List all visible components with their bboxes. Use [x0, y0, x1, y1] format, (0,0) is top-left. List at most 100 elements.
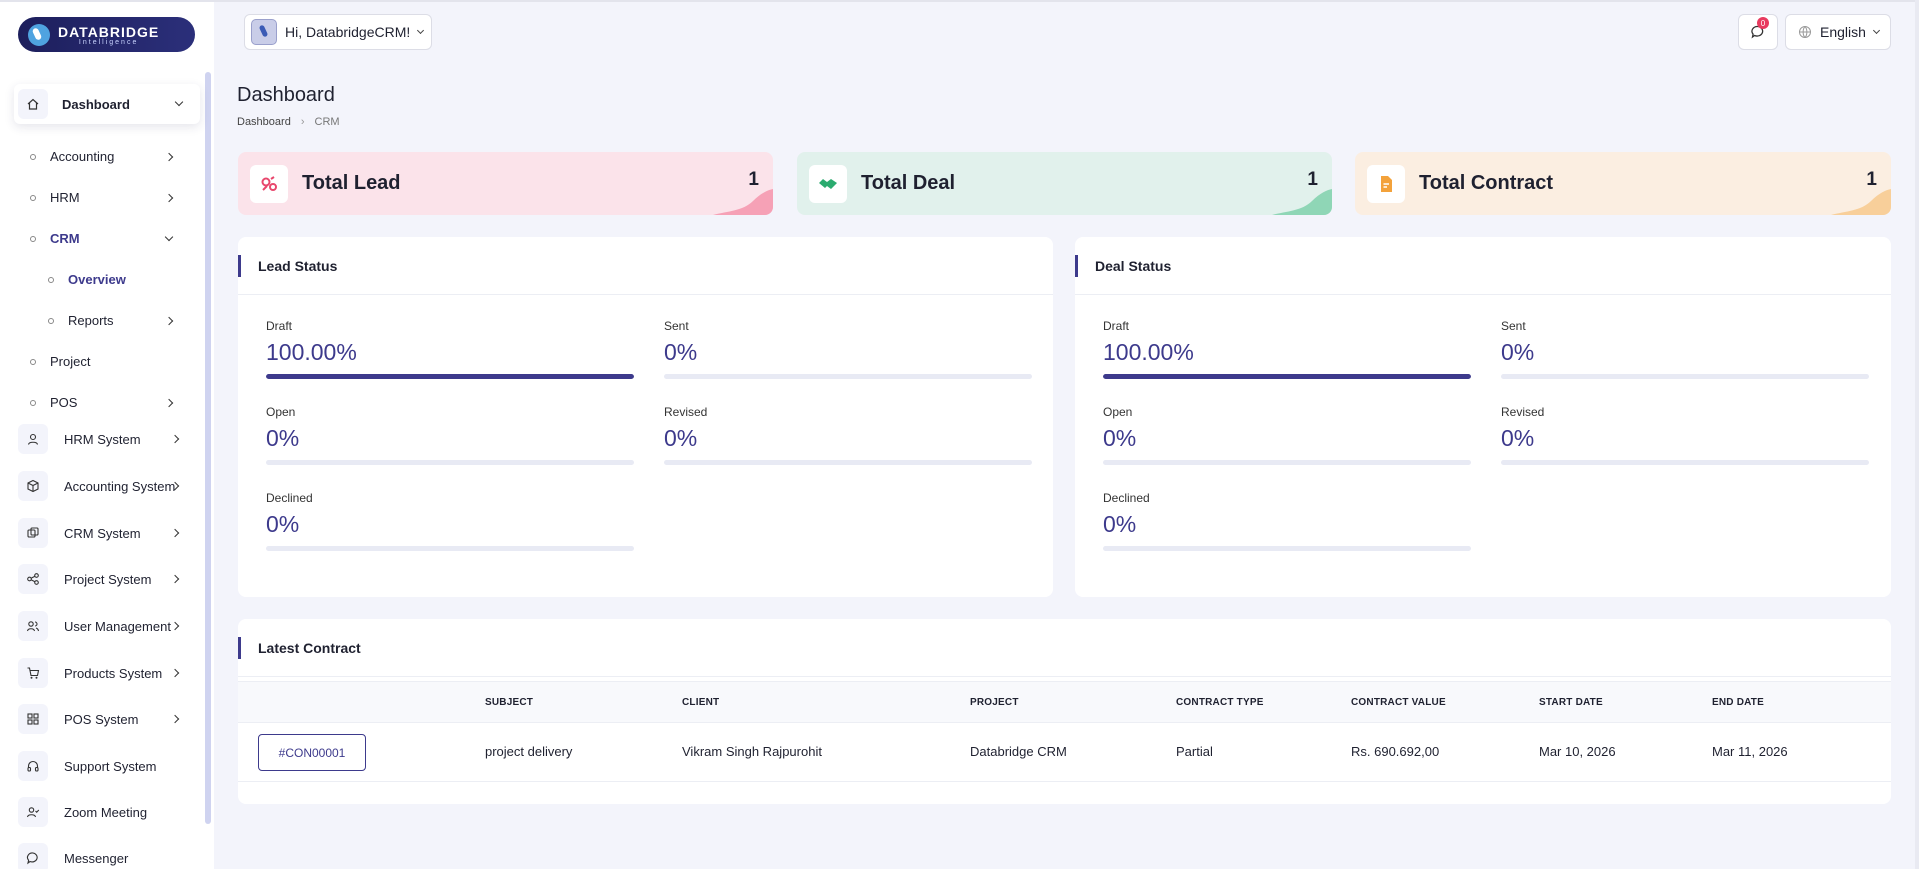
total-deal-card: Total Deal 1 [797, 152, 1332, 215]
sidebar-item-messenger[interactable]: Messenger [18, 843, 196, 869]
breadcrumb-current: CRM [314, 116, 340, 128]
column-header[interactable]: CONTRACT VALUE [1351, 697, 1446, 708]
column-header[interactable]: PROJECT [970, 697, 1019, 708]
page-scrollbar[interactable] [1915, 0, 1919, 869]
column-header[interactable]: SUBJECT [485, 697, 534, 708]
sidebar-item-label: Project System [64, 571, 152, 587]
cell-client: Vikram Singh Rajpurohit [682, 744, 822, 759]
stat-value: 1 [1866, 169, 1877, 190]
progress-bar [1103, 374, 1471, 379]
notifications-button[interactable]: 0 [1738, 14, 1778, 50]
deal-status-card: Deal Status Draft 100.00% Sent 0% Open 0… [1075, 237, 1891, 597]
sidebar-item-label: Support System [64, 758, 157, 774]
sidebar-item-accounting-system[interactable]: Accounting System [18, 471, 196, 501]
sidebar-item-pos-system[interactable]: POS System [18, 704, 196, 734]
dot-icon [30, 235, 36, 242]
sidebar-item-hrm-system[interactable]: HRM System [18, 424, 196, 454]
sidebar-item-crm[interactable]: CRM [30, 231, 190, 246]
progress-bar [266, 546, 634, 551]
table-row: #CON00001 project delivery Vikram Singh … [238, 723, 1891, 782]
chevron-right-icon [170, 668, 180, 678]
language-select[interactable]: English [1785, 14, 1891, 50]
sidebar-item-label: Dashboard [62, 96, 130, 112]
sidebar-item-label: User Management [64, 618, 171, 634]
deal-metric-sent: Sent 0% [1501, 319, 1869, 379]
chevron-down-icon [164, 232, 174, 241]
progress-bar [1103, 460, 1471, 465]
breadcrumb-dashboard-link[interactable]: Dashboard [237, 116, 291, 128]
sidebar-item-support-system[interactable]: Support System [18, 751, 196, 781]
sidebar-item-products-system[interactable]: Products System [18, 658, 196, 688]
user-menu-button[interactable]: Hi, DatabridgeCRM! [244, 14, 433, 50]
handshake-icon [809, 164, 847, 203]
chat-icon [1751, 25, 1764, 39]
language-label: English [1820, 24, 1866, 40]
metric-label: Draft [1103, 319, 1130, 333]
sidebar-scrollbar[interactable] [205, 72, 211, 824]
metric-value: 0% [1501, 425, 1535, 451]
metric-value: 0% [1103, 425, 1137, 451]
dot-icon [48, 276, 54, 283]
sidebar-item-crm-system[interactable]: CRM System [18, 518, 196, 548]
sidebar-item-project[interactable]: Project [30, 354, 190, 369]
sidebar-item-pos[interactable]: POS [30, 395, 190, 410]
sidebar-item-label: POS System [64, 711, 139, 727]
sidebar-item-hrm[interactable]: HRM [30, 190, 190, 205]
box-icon [18, 471, 48, 501]
column-header[interactable]: CLIENT [682, 697, 720, 708]
card-decoration [1831, 189, 1891, 215]
chevron-right-icon [170, 528, 180, 538]
breadcrumb-separator-icon: › [300, 116, 305, 128]
chevron-right-icon [170, 714, 180, 724]
chevron-right-icon [164, 398, 174, 407]
sidebar-item-label: HRM [50, 190, 80, 205]
latest-contract-card: Latest Contract SUBJECT CLIENT PROJECT C… [238, 619, 1891, 804]
logo-icon [28, 23, 50, 46]
cell-contract-value: Rs. 690.692,00 [1351, 744, 1440, 759]
lead-status-card: Lead Status Draft 100.00% Sent 0% Open 0… [238, 237, 1053, 597]
column-header[interactable]: START DATE [1539, 697, 1603, 708]
deal-metric-open: Open 0% [1103, 405, 1471, 465]
sidebar-item-overview[interactable]: Overview [48, 272, 190, 287]
sidebar-item-user-management[interactable]: User Management [18, 611, 196, 641]
chevron-right-icon [164, 193, 174, 202]
sidebar: DATABRIDGE Intelligence Dashboard Accoun… [0, 2, 214, 869]
dot-icon [30, 358, 36, 365]
sidebar-item-accounting[interactable]: Accounting [30, 149, 190, 164]
breadcrumb: Dashboard › CRM [237, 116, 340, 128]
dot-icon [30, 399, 36, 406]
contract-id-button[interactable]: #CON00001 [258, 734, 366, 771]
sidebar-item-reports[interactable]: Reports [48, 313, 190, 328]
stat-label: Total Lead [302, 172, 401, 194]
metric-label: Sent [664, 319, 689, 333]
card-title: Deal Status [1075, 237, 1891, 295]
metric-label: Declined [1103, 491, 1150, 505]
sidebar-item-dashboard[interactable]: Dashboard [14, 84, 200, 124]
column-header[interactable]: END DATE [1712, 697, 1764, 708]
grid-icon [18, 704, 48, 734]
sidebar-item-label: Products System [64, 665, 163, 681]
metric-value: 0% [664, 339, 698, 365]
chevron-down-icon [1872, 26, 1880, 35]
chevron-right-icon [170, 434, 180, 444]
metric-label: Sent [1501, 319, 1526, 333]
user-icon [18, 424, 48, 454]
sidebar-item-label: Accounting System [64, 478, 176, 494]
metric-value: 0% [1501, 339, 1535, 365]
deal-metric-declined: Declined 0% [1103, 491, 1471, 551]
brand-logo[interactable]: DATABRIDGE Intelligence [18, 17, 195, 52]
progress-bar [664, 374, 1032, 379]
card-title: Latest Contract [238, 619, 1891, 677]
cell-start-date: Mar 10, 2026 [1539, 744, 1616, 759]
sidebar-item-project-system[interactable]: Project System [18, 564, 196, 594]
globe-icon [1799, 26, 1811, 38]
table-header: SUBJECT CLIENT PROJECT CONTRACT TYPE CON… [238, 681, 1891, 723]
chevron-right-icon [170, 574, 180, 584]
page-title: Dashboard [237, 84, 335, 106]
sidebar-item-zoom-meeting[interactable]: Zoom Meeting [18, 797, 196, 827]
column-header[interactable]: CONTRACT TYPE [1176, 697, 1264, 708]
metric-label: Open [1103, 405, 1133, 419]
contract-icon [1367, 164, 1405, 203]
chevron-right-icon [170, 621, 180, 631]
lead-metric-revised: Revised 0% [664, 405, 1032, 465]
